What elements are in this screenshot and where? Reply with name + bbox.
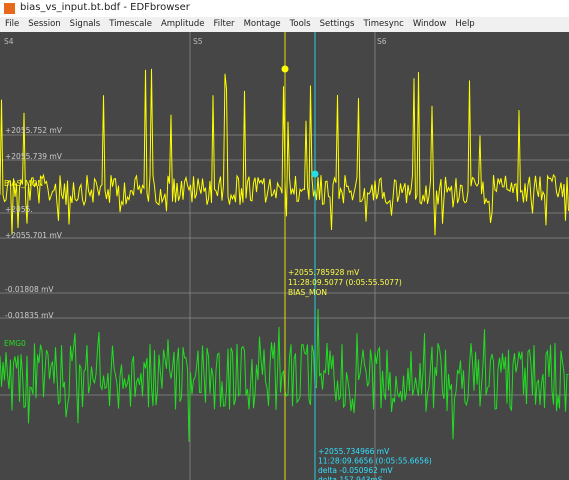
signal-trace	[0, 308, 569, 442]
menu-item[interactable]: Montage	[243, 19, 281, 29]
scale-label: +2055.739 mV	[5, 152, 63, 161]
signal-label: EMG0	[4, 339, 26, 348]
cursor-readout: 11:28:09.5077 (0:05:55.5077)	[288, 278, 402, 287]
menu-item[interactable]: Help	[455, 19, 475, 29]
menu-item[interactable]: Amplitude	[160, 19, 205, 29]
menu-item[interactable]: Window	[412, 19, 447, 29]
cursor-handle	[311, 170, 319, 178]
signal-view: S4 S5 S6 +2055.752 mV +2055.739 mV +2055. +205…	[0, 32, 569, 480]
menu-item[interactable]: Timesync	[363, 19, 404, 29]
menu-bar: File Session Signals Timescale Amplitude Filt…	[0, 17, 569, 32]
ruler-label: S4	[4, 37, 14, 46]
scale-label: +2055.	[5, 205, 33, 214]
scale-label: -0.01835 mV	[5, 311, 54, 320]
cursor-readout: 11:28:09.6656 (0:05:55.6656)	[318, 457, 432, 466]
ruler-label: S5	[193, 37, 203, 46]
cursor-readout: +2055.785928 mV	[288, 268, 360, 277]
menu-item[interactable]: Timescale	[109, 19, 152, 29]
cursor-readout: BIAS_MON	[288, 288, 327, 297]
menu-item[interactable]: File	[5, 19, 20, 29]
cursor-readout: +2055.734966 mV	[318, 447, 390, 456]
signal-label: BIAS_MON	[4, 179, 43, 188]
window-title: bias_vs_input.bt.bdf - EDFbrowser	[20, 2, 190, 13]
cursor-readout: delta -0.050962 mV	[318, 466, 394, 475]
scale-label: +2055.701 mV	[5, 231, 63, 240]
menu-item[interactable]: Session	[28, 19, 61, 29]
scale-label: -0.01808 mV	[5, 285, 54, 294]
menu-item[interactable]: Tools	[289, 19, 311, 29]
menu-item[interactable]: Settings	[319, 19, 355, 29]
cursor-handle	[281, 65, 289, 73]
scale-label: +2055.752 mV	[5, 126, 63, 135]
app-icon	[4, 3, 15, 14]
menu-item[interactable]: Signals	[69, 19, 101, 29]
ruler-label: S6	[377, 37, 387, 46]
cursor-readout: delta 157.943mS	[318, 476, 383, 480]
title-bar: bias_vs_input.bt.bdf - EDFbrowser	[0, 0, 569, 17]
menu-item[interactable]: Filter	[213, 19, 235, 29]
signal-trace	[0, 68, 569, 236]
